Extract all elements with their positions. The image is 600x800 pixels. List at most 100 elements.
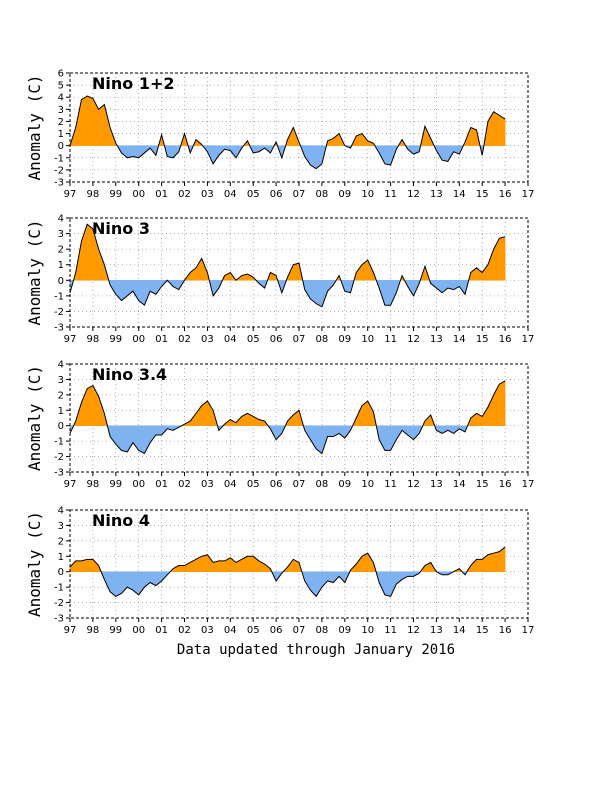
x-tick-label: 03 xyxy=(201,334,214,345)
x-tick-label: 14 xyxy=(453,479,466,490)
warm-anomaly-area xyxy=(487,249,494,281)
x-tick-label: 13 xyxy=(430,189,443,200)
x-tick-label: 01 xyxy=(155,189,168,200)
x-tick-label: 01 xyxy=(155,334,168,345)
x-tick-label: 09 xyxy=(338,334,351,345)
anomaly-line xyxy=(69,95,506,170)
y-tick-label: 2 xyxy=(58,117,64,128)
warm-anomaly-area xyxy=(75,560,82,572)
cool-anomaly-area xyxy=(304,145,311,166)
cool-anomaly-area xyxy=(115,571,122,597)
warm-anomaly-area xyxy=(86,95,94,146)
x-tick-label: 17 xyxy=(522,625,535,636)
y-tick-label: -3 xyxy=(54,323,64,334)
x-tick-label: 98 xyxy=(87,479,100,490)
x-tick-label: 15 xyxy=(476,625,489,636)
x-tick-label: 16 xyxy=(499,479,512,490)
cool-anomaly-area xyxy=(384,571,391,597)
y-tick-label: 0 xyxy=(58,567,64,578)
cool-anomaly-area xyxy=(413,425,420,441)
x-tick-label: 02 xyxy=(178,189,191,200)
y-tick-label: 2 xyxy=(58,390,64,401)
y-tick-label: 2 xyxy=(58,536,64,547)
x-tick-label: 02 xyxy=(178,334,191,345)
x-tick-label: 11 xyxy=(384,334,397,345)
cool-anomaly-area xyxy=(212,145,220,165)
warm-anomaly-area xyxy=(493,551,500,572)
warm-anomaly-area xyxy=(293,262,300,281)
x-tick-label: 97 xyxy=(64,189,77,200)
y-tick-label: -3 xyxy=(54,178,64,189)
warm-anomaly-area xyxy=(98,103,105,146)
y-tick-label: 3 xyxy=(58,105,64,116)
x-tick-label: 16 xyxy=(499,625,512,636)
cool-anomaly-area xyxy=(132,145,139,159)
cool-anomaly-area xyxy=(390,571,397,597)
warm-anomaly-area xyxy=(499,114,506,146)
x-tick-label: 02 xyxy=(178,625,191,636)
x-tick-label: 09 xyxy=(338,189,351,200)
y-tick-label: 4 xyxy=(58,360,64,371)
y-tick-label: 4 xyxy=(58,506,64,517)
x-tick-label: 00 xyxy=(132,334,145,345)
y-tick-label: 0 xyxy=(58,141,64,152)
warm-anomaly-area xyxy=(178,565,185,572)
y-tick-label: -3 xyxy=(54,614,64,625)
x-tick-label: 00 xyxy=(132,479,145,490)
x-tick-label: 13 xyxy=(430,334,443,345)
y-tick-label: -1 xyxy=(54,583,64,594)
x-tick-label: 15 xyxy=(476,479,489,490)
panel-title: Nino 3 xyxy=(92,219,150,238)
x-tick-label: 02 xyxy=(178,479,191,490)
y-tick-label: 3 xyxy=(58,375,64,386)
warm-anomaly-area xyxy=(81,95,88,146)
x-tick-label: 06 xyxy=(270,625,283,636)
x-tick-label: 08 xyxy=(316,625,329,636)
y-tick-label: 3 xyxy=(58,229,64,240)
cool-anomaly-area xyxy=(310,425,317,450)
cool-anomaly-area xyxy=(390,425,397,451)
cool-anomaly-area xyxy=(407,571,414,577)
warm-anomaly-area xyxy=(201,554,208,572)
warm-anomaly-area xyxy=(499,380,506,426)
x-tick-label: 98 xyxy=(87,625,100,636)
cool-anomaly-area xyxy=(127,145,134,159)
cool-anomaly-area xyxy=(441,145,449,162)
warm-anomaly-area xyxy=(356,263,363,281)
x-tick-label: 97 xyxy=(64,479,77,490)
warm-anomaly-area xyxy=(92,558,99,572)
warm-anomaly-area xyxy=(356,555,363,572)
x-tick-label: 04 xyxy=(224,334,237,345)
warm-anomaly-area xyxy=(81,388,88,426)
warm-anomaly-area xyxy=(361,259,368,281)
y-tick-label: -2 xyxy=(54,452,64,463)
cool-anomaly-area xyxy=(155,425,162,436)
cool-anomaly-area xyxy=(378,425,386,451)
cool-anomaly-area xyxy=(384,280,391,306)
cool-anomaly-area xyxy=(321,571,328,588)
y-tick-label: -1 xyxy=(54,291,64,302)
y-tick-label: -3 xyxy=(54,468,64,479)
y-axis-title: Anomaly (C) xyxy=(25,75,44,181)
x-tick-label: 16 xyxy=(499,189,512,200)
x-tick-label: 05 xyxy=(247,479,260,490)
x-tick-label: 06 xyxy=(270,189,283,200)
x-tick-label: 07 xyxy=(293,189,306,200)
x-tick-label: 00 xyxy=(132,625,145,636)
cool-anomaly-area xyxy=(401,425,409,436)
cool-anomaly-area xyxy=(132,280,139,302)
y-tick-label: 0 xyxy=(58,276,64,287)
x-tick-label: 07 xyxy=(293,479,306,490)
y-tick-label: 0 xyxy=(58,421,64,432)
x-tick-label: 10 xyxy=(361,625,374,636)
x-tick-label: 11 xyxy=(384,189,397,200)
warm-anomaly-area xyxy=(499,236,506,281)
panel-title: Nino 1+2 xyxy=(92,74,175,93)
warm-anomaly-area xyxy=(92,98,99,146)
x-tick-label: 04 xyxy=(224,625,237,636)
warm-anomaly-area xyxy=(487,394,494,426)
anomaly-line xyxy=(69,380,506,455)
cool-anomaly-area xyxy=(384,145,391,166)
